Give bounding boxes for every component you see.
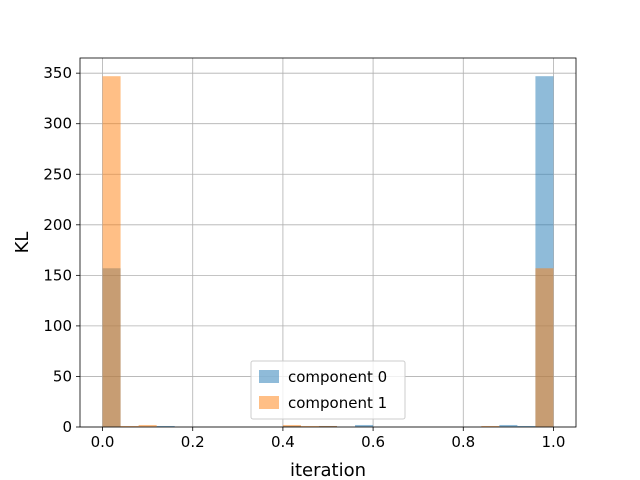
bars-layer [102, 76, 554, 427]
y-axis-label: KL [12, 232, 33, 254]
histogram-bar-series-0 [156, 425, 175, 427]
x-tick-label: 0.0 [91, 433, 115, 451]
x-axis-label: iteration [290, 460, 366, 480]
histogram-bar-series-0 [517, 425, 536, 427]
histogram-bar-series-1 [282, 424, 301, 427]
y-tick-label: 200 [43, 216, 72, 234]
y-tick-label: 0 [62, 418, 72, 436]
y-tick-label: 350 [43, 64, 72, 82]
y-tick-label: 300 [43, 115, 72, 133]
histogram-bar-series-1 [535, 268, 554, 427]
histogram-bar-series-1 [138, 424, 157, 427]
legend-swatch-1 [259, 396, 279, 409]
legend-box [250, 360, 406, 420]
x-tick-label: 0.2 [181, 433, 205, 451]
y-tick-label: 250 [43, 165, 72, 183]
ticks-layer: 0.0 0.2 0.4 0.6 0.8 1.0 0 50 100 150 200 250 300 350 [43, 64, 565, 451]
x-tick-label: 0.8 [451, 433, 475, 451]
plot-frame [79, 57, 577, 428]
histogram-bar-series-1 [102, 76, 121, 427]
histogram-bar-series-1 [300, 425, 319, 427]
histogram-bar-series-1 [481, 425, 500, 427]
legend: component 0 component 1 [250, 360, 406, 420]
histogram-bar-series-0 [355, 424, 374, 427]
y-tick-label: 150 [43, 266, 72, 284]
histogram-bar-series-0 [499, 424, 518, 427]
legend-label-0: component 0 [288, 368, 387, 386]
y-tick-label: 50 [53, 367, 72, 385]
x-tick-label: 0.6 [361, 433, 385, 451]
x-tick-label: 1.0 [542, 433, 566, 451]
y-tick-label: 100 [43, 317, 72, 335]
histogram-bar-series-1 [318, 425, 338, 427]
legend-swatch-0 [259, 370, 279, 383]
histogram-bar-series-1 [120, 425, 139, 427]
x-tick-label: 0.4 [271, 433, 295, 451]
legend-label-1: component 1 [288, 394, 387, 412]
